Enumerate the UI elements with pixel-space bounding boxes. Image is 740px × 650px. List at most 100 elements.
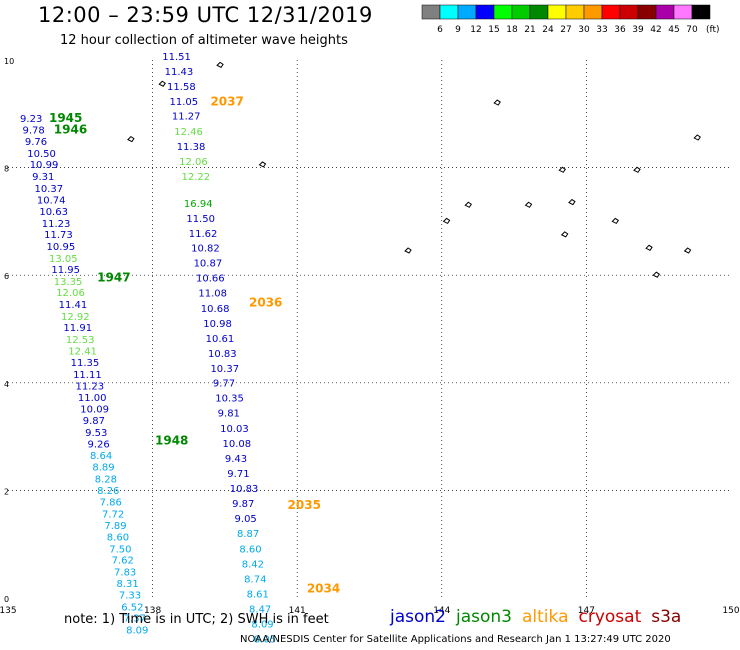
scale-tick-label: 9 [455, 25, 461, 35]
swh-value-label: 10.35 [215, 394, 244, 405]
pass-time-label: 2034 [307, 582, 340, 596]
swh-value-label: 9.87 [232, 499, 254, 510]
scale-tick-label: 24 [542, 25, 554, 35]
y-tick-label: 2 [4, 487, 9, 496]
swh-value-label: 7.37 [124, 614, 146, 625]
pass-time-label: 1948 [155, 434, 188, 448]
scale-tick-label: 15 [488, 25, 499, 35]
swh-value-label: 11.23 [42, 219, 71, 230]
swh-value-label: 8.87 [237, 529, 259, 540]
swh-value-label: 11.05 [169, 97, 198, 108]
swh-value-label: 11.00 [78, 393, 107, 404]
y-tick-label: 0 [4, 595, 9, 604]
x-tick-label: 147 [578, 606, 595, 616]
swh-value-label: 11.23 [75, 381, 104, 392]
x-tick-label: 144 [433, 606, 450, 616]
swh-value-label: 8.60 [239, 544, 261, 555]
island-outline [442, 217, 451, 225]
swh-value-label: 11.27 [172, 112, 201, 123]
y-tick-label: 10 [4, 57, 14, 66]
swh-value-label: 10.98 [203, 319, 232, 330]
swh-value-label: 10.87 [194, 259, 223, 270]
swh-value-label: 10.99 [30, 160, 59, 171]
legend-jason3: jason3 [456, 607, 512, 627]
swh-value-label: 8.64 [90, 451, 112, 462]
swh-value-label: 10.37 [210, 364, 239, 375]
island-outline [158, 80, 166, 87]
island-outline [645, 244, 653, 251]
swh-value-label: 11.11 [73, 370, 102, 381]
island-outline [216, 61, 224, 69]
scale-tick-label: 21 [524, 25, 535, 35]
swh-value-label: 11.08 [198, 289, 227, 300]
swh-value-label: 9.31 [32, 172, 54, 183]
scale-tick-label: 33 [596, 25, 607, 35]
x-tick-label: 138 [144, 606, 161, 616]
swh-value-label: 13.05 [49, 254, 78, 265]
swh-value-label: 8.74 [244, 574, 266, 585]
swh-value-label: 8.42 [242, 559, 264, 570]
scale-tick-label: 12 [470, 25, 481, 35]
swh-value-label: 12.46 [174, 127, 203, 138]
swh-value-label: 10.68 [201, 304, 230, 315]
swh-value-label: 12.92 [61, 312, 90, 323]
swh-value-label: 10.66 [196, 274, 225, 285]
scale-tick-label: 18 [506, 25, 518, 35]
swh-value-label: 8.28 [95, 474, 117, 485]
swh-value-label: 11.35 [71, 358, 100, 369]
footer-note: note: 1) Time is in UTC; 2) SWH is in fe… [64, 612, 329, 627]
swh-value-label: 7.86 [100, 497, 122, 508]
y-tick-label: 6 [4, 272, 9, 281]
swh-value-label: 11.38 [177, 142, 206, 153]
swh-value-label: 10.83 [230, 484, 259, 495]
swh-value-label: 10.63 [39, 207, 68, 218]
island-outline [560, 231, 569, 238]
swh-value-label: 9.23 [20, 114, 42, 125]
island-outline [404, 247, 412, 254]
scale-tick-label: 42 [650, 25, 661, 35]
scale-swatch [691, 4, 711, 20]
island-outline [464, 201, 473, 208]
swh-value-label: 8.61 [247, 589, 269, 600]
island-outline [258, 161, 267, 168]
swh-value-label: 12.22 [182, 172, 211, 183]
pass-time-label: 2035 [288, 498, 321, 512]
satellite-legend: jason2 jason3 altika cryosat s3a [390, 607, 691, 627]
pass-time-label: 1945 [49, 111, 82, 125]
swh-value-label: 9.05 [235, 514, 257, 525]
swh-value-label: 7.89 [104, 521, 126, 532]
scale-tick-label: 36 [614, 25, 626, 35]
swh-value-label: 11.51 [162, 52, 191, 63]
swh-value-label: 9.77 [213, 379, 235, 390]
legend-jason2: jason2 [390, 607, 446, 627]
page-subtitle: 12 hour collection of altimeter wave hei… [60, 33, 348, 48]
swh-value-label: 9.43 [225, 454, 247, 465]
swh-value-label: 8.60 [107, 532, 129, 543]
island-outline [493, 99, 501, 106]
swh-value-label: 10.74 [37, 196, 66, 207]
swh-value-label: 12.41 [68, 346, 97, 357]
pass-time-label: 1946 [54, 123, 87, 137]
x-tick-label: 150 [722, 606, 739, 616]
swh-value-label: 16.94 [184, 199, 213, 210]
swh-value-label: 7.62 [112, 556, 134, 567]
swh-value-label: 8.89 [92, 462, 114, 473]
swh-value-label: 9.87 [83, 416, 105, 427]
scale-tick-label: 70 [686, 25, 698, 35]
island-outline [558, 166, 566, 173]
swh-value-label: 8.26 [97, 486, 119, 497]
island-outline [683, 247, 692, 254]
color-scale-legend: 6 9 12 15 18 21 24 27 30 33 36 39 42 45 70 (ft) [421, 4, 720, 35]
swh-value-label: 12.06 [179, 157, 208, 168]
island-outline [693, 134, 701, 141]
swh-value-label: 11.58 [167, 82, 196, 93]
island-outline [652, 271, 660, 278]
swh-value-label: 7.83 [114, 567, 136, 578]
scale-tick-label: 27 [560, 25, 571, 35]
swh-value-label: 9.71 [227, 469, 249, 480]
scale-tick-label: 6 [437, 25, 443, 35]
legend-altika: altika [522, 607, 569, 627]
swh-value-label: 11.62 [189, 229, 218, 240]
swh-value-label: 11.91 [63, 323, 92, 334]
